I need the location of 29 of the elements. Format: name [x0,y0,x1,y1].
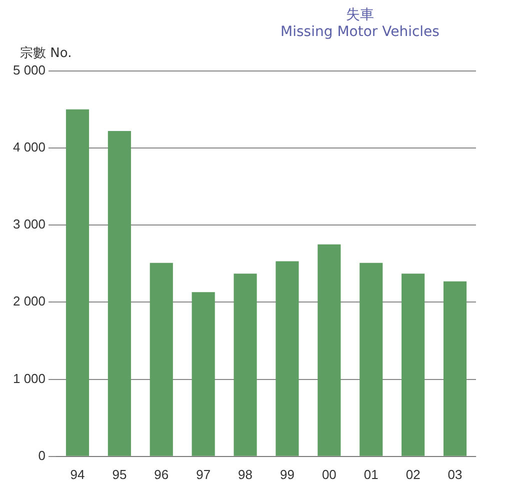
bar [150,262,173,456]
chart-subtitle: Missing Motor Vehicles [280,24,440,40]
bar [108,130,131,456]
bar [360,262,383,456]
x-tick-label: 98 [238,466,253,482]
x-tick-label: 99 [280,466,294,482]
y-axis-title: 宗數 No. [20,45,72,62]
x-tick-label: 00 [322,466,336,482]
x-tick-label: 95 [112,466,127,482]
x-tick-label: 03 [448,466,462,482]
bar [276,261,299,456]
y-tick-label: 1 000 [12,370,46,386]
x-tick-label: 01 [364,466,378,482]
bar [66,109,90,456]
bar [192,292,215,456]
y-tick-label: 5 000 [12,62,46,78]
x-tick-label: 94 [70,466,85,482]
bar [318,244,341,456]
bar [443,281,467,456]
bar [402,274,425,456]
x-tick-label: 97 [196,466,211,482]
y-tick-label: 0 [38,448,46,463]
y-tick-label: 4 000 [12,140,46,154]
x-tick-label: 96 [154,466,169,482]
y-tick-label: 2 000 [12,294,46,309]
y-tick-label: 3 000 [12,216,46,232]
x-tick-label: 02 [406,466,420,482]
bar [234,274,257,456]
chart-title: 失車 [345,6,375,24]
